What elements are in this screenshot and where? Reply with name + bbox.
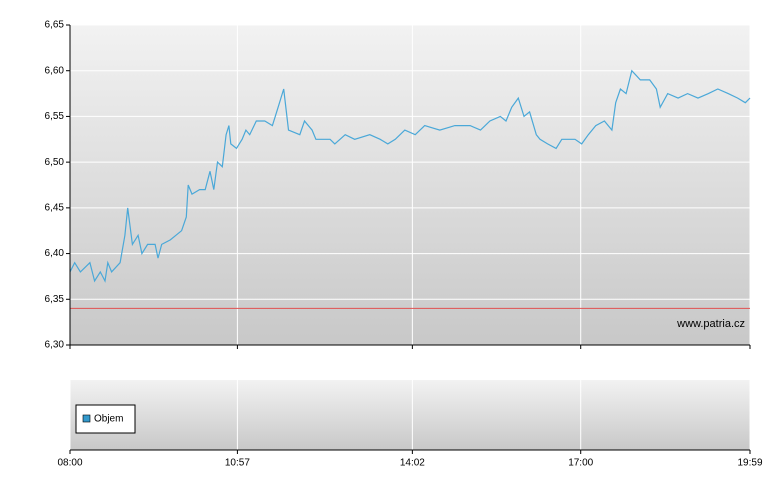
x-tick-label: 19:59: [737, 458, 762, 469]
watermark: www.patria.cz: [676, 318, 745, 330]
y-tick-label: 6,30: [45, 340, 65, 351]
marks: [69, 69, 751, 309]
grid: [69, 24, 751, 450]
legend-label: Objem: [94, 414, 123, 425]
y-tick-label: 6,35: [45, 294, 65, 305]
y-tick-label: 6,40: [45, 248, 65, 259]
y-tick-label: 6,55: [45, 111, 65, 122]
y-tick-label: 6,50: [45, 157, 65, 168]
volume-area: [70, 380, 750, 450]
x-tick-label: 17:00: [568, 458, 593, 469]
plot-area: [70, 25, 750, 345]
x-tick-label: 08:00: [57, 458, 82, 469]
x-tick-label: 14:02: [400, 458, 425, 469]
y-tick-label: 6,45: [45, 202, 65, 213]
x-tick-label: 10:57: [225, 458, 250, 469]
y-tick-label: 6,65: [45, 20, 65, 31]
price-line: [69, 69, 751, 283]
y-tick-label: 6,60: [45, 65, 65, 76]
legend-swatch: [82, 414, 91, 423]
